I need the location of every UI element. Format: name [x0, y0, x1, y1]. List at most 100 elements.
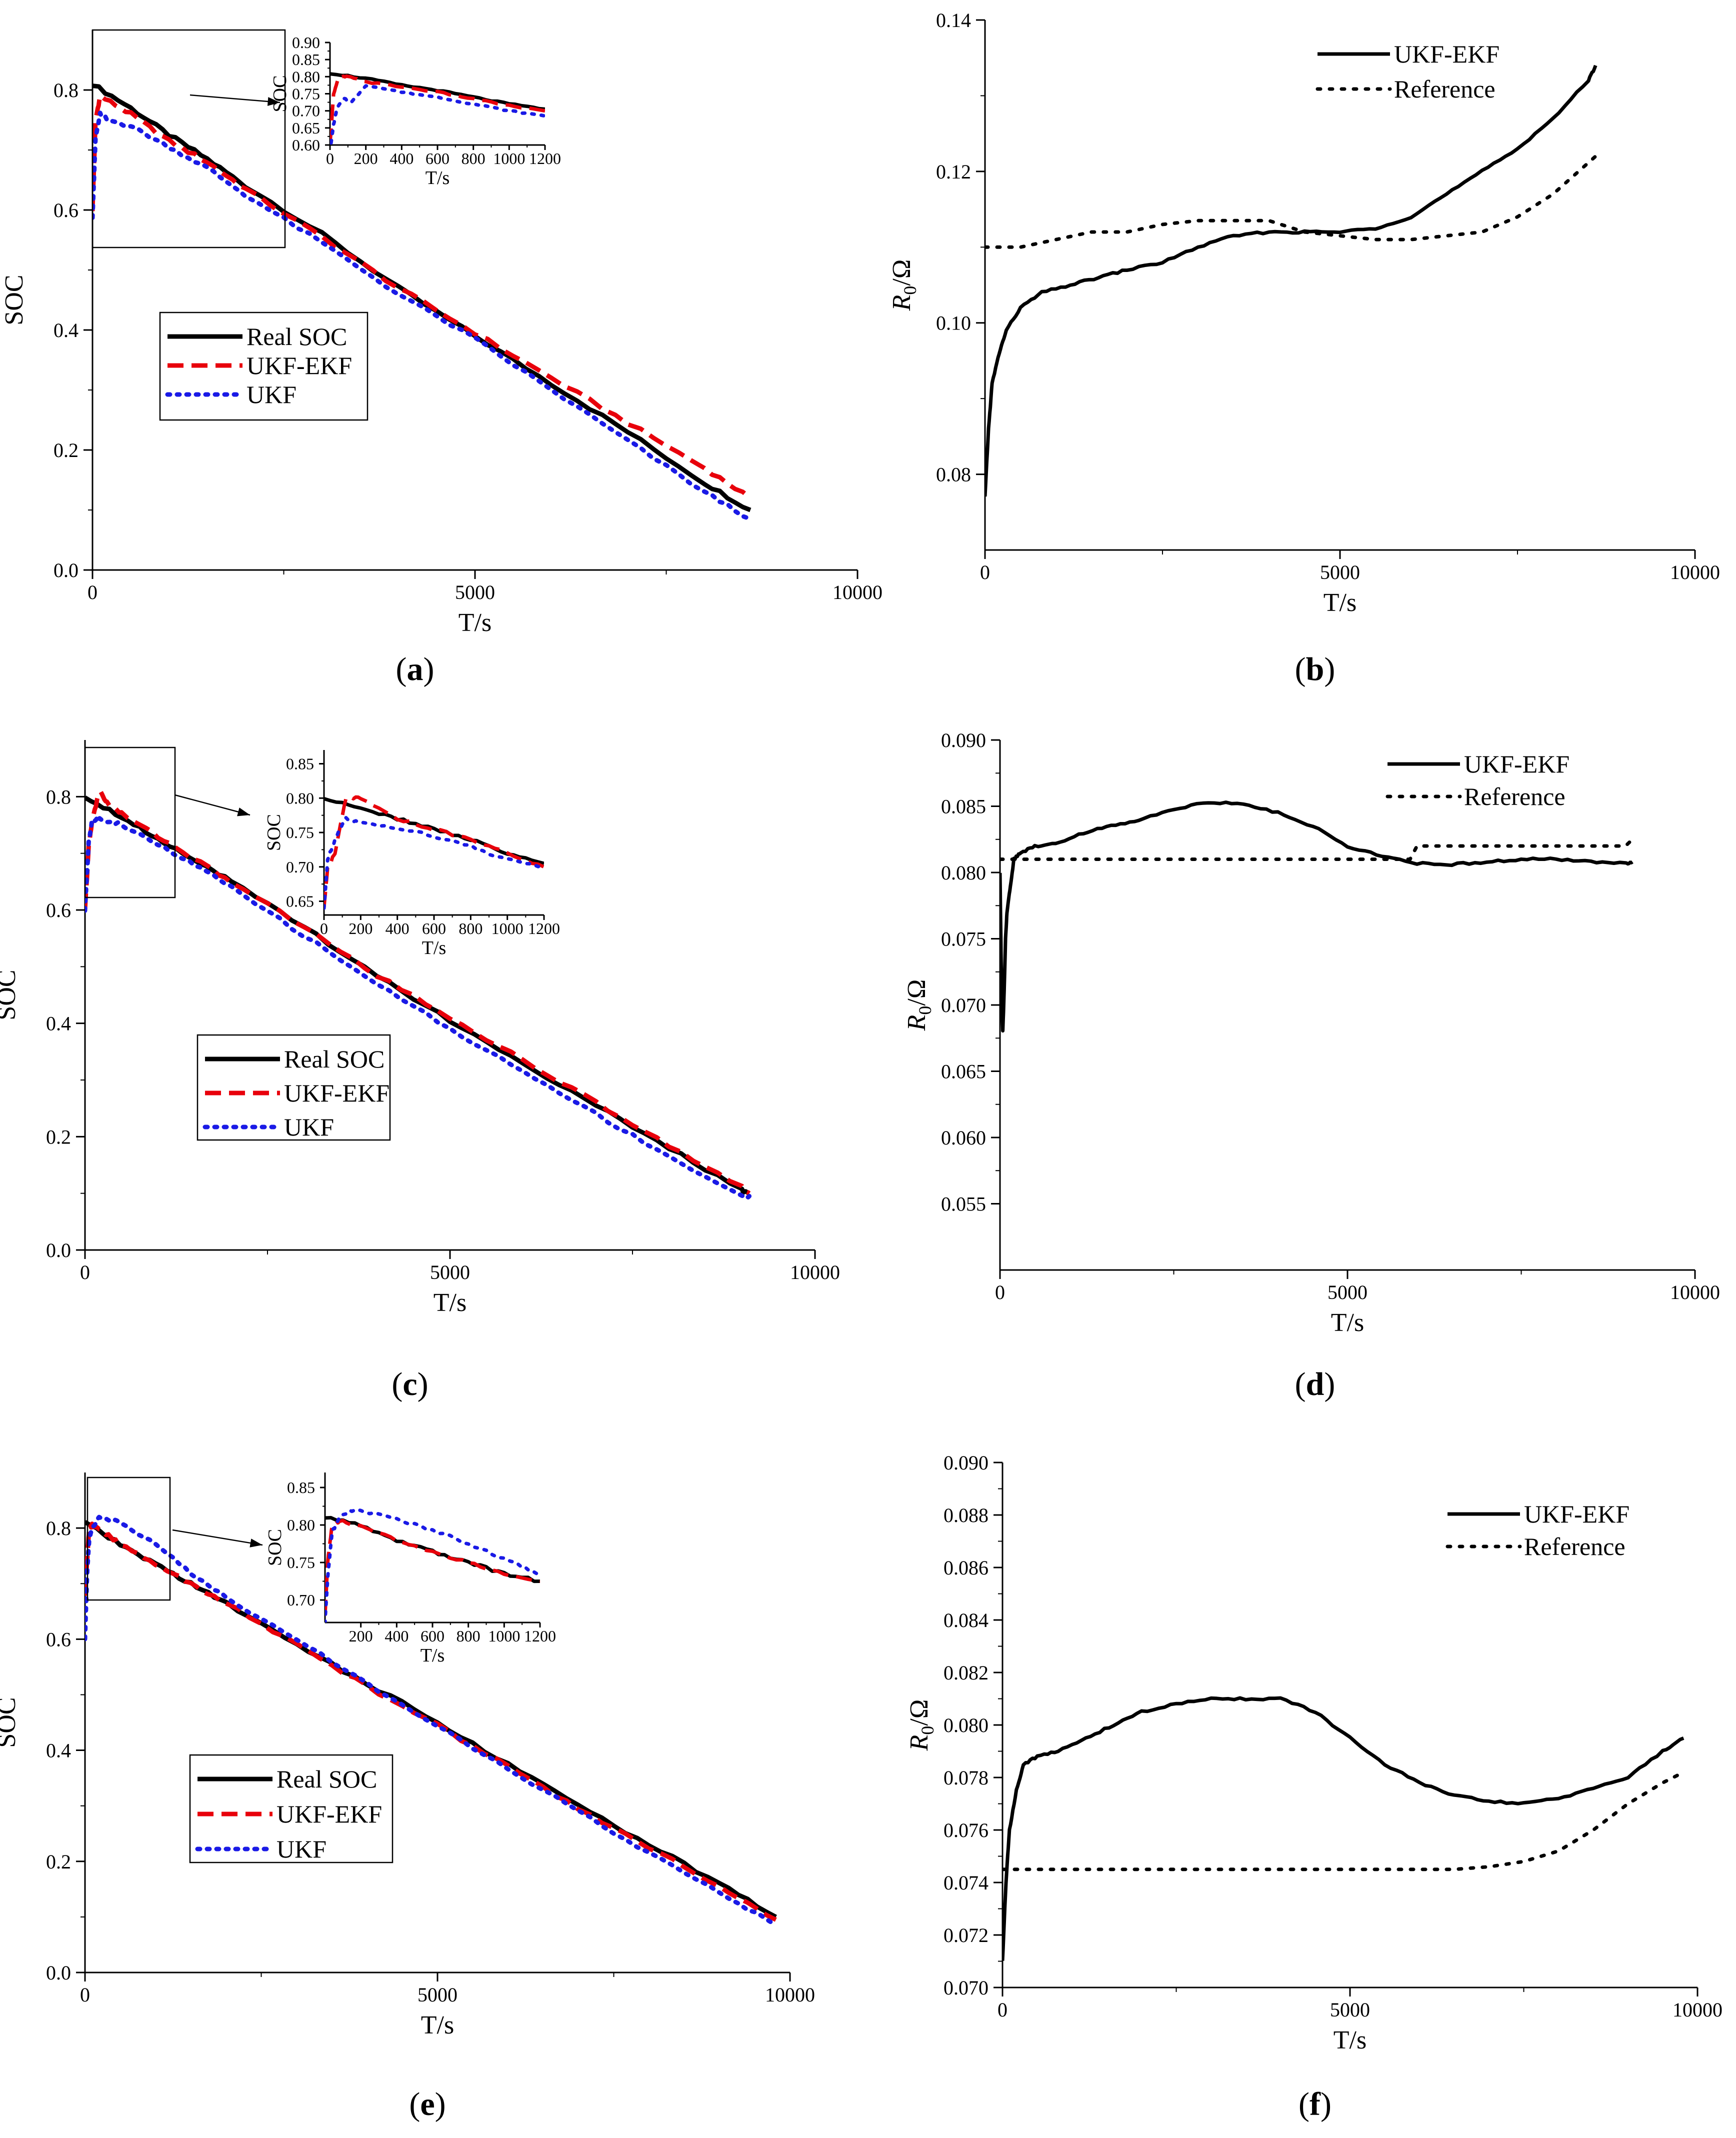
panel-c-zoom-arrow-head: [237, 808, 250, 816]
panel-b-y-axis-label: R0/Ω: [888, 260, 920, 312]
panel-e-inset-x-tick-label: 400: [384, 1627, 408, 1645]
panel-d-y-tick-label: 0.070: [941, 994, 986, 1016]
panel-f-legend-label: UKF-EKF: [1524, 1500, 1630, 1528]
panel-c-legend: Real SOC UKF-EKF UKF: [196, 1034, 391, 1141]
panel-a-inset-y-tick-label: 0.75: [292, 85, 320, 103]
panel-e-legend-box: [189, 1754, 394, 1864]
panel-e-inset-x-tick-label: 200: [349, 1627, 373, 1645]
panel-f-y-axis-label: R0/Ω: [905, 1700, 938, 1752]
panel-d-x-tick-label: 10000: [1670, 1281, 1720, 1304]
panel-f-series-ukf-ekf: [1002, 1696, 1684, 1961]
panel-a-zoom-arrow: [190, 94, 280, 104]
panel-e-inset-x-tick-label: 1000: [488, 1627, 520, 1645]
panel-b-x-tick-label: 0: [980, 561, 990, 584]
panel-e-y-tick-label: 0.0: [46, 1962, 71, 1984]
panel-c-inset-x-tick-label: 1000: [492, 920, 524, 938]
panel-c-legend-label: Real SOC: [284, 1045, 384, 1073]
panel-f-legend-label: Reference: [1524, 1532, 1626, 1560]
panel-d-y-tick-label: 0.065: [941, 1060, 986, 1083]
panel-c-inset: 0 200 400 600 800 1000 1200 0.65 0.70 0.75 0.80 0.8…: [84, 746, 560, 958]
panel-c-series-ukf-ekf: [85, 790, 751, 1196]
panel-b-series-ukf-ekf: [985, 64, 1598, 497]
panel-c-inset-x-label: T/s: [422, 938, 446, 958]
panel-e-caption-label: (e): [409, 2086, 446, 2122]
panel-a-inset-y-tick-label: 0.85: [292, 50, 320, 68]
panel-e-zoom-arrow-head: [250, 1538, 262, 1548]
panel-d-legend: UKF-EKF Reference: [1380, 740, 1570, 810]
panel-a-inset-x-tick-label: 0: [326, 150, 334, 168]
panel-f-legend-box: [1440, 1490, 1630, 1560]
panel-e-y-tick-label: 0.2: [46, 1850, 71, 1873]
panel-c-inset-y-tick-label: 0.85: [286, 755, 314, 773]
panel-a-inset-series-ukf-ekf: [330, 74, 545, 144]
panel-d-x-tick-label: 0: [995, 1281, 1005, 1304]
panel-c-zoom-arrow: [174, 794, 250, 816]
panel-c-y-tick-label: 0.2: [46, 1126, 71, 1148]
panel-a-inset-x-tick-label: 400: [390, 150, 414, 168]
panel-c-x-tick-label: 0: [80, 1261, 90, 1284]
panel-b-x-axis-label: T/s: [1324, 588, 1356, 617]
panel-c-inset-x-tick-label: 600: [422, 920, 446, 938]
panel-c-x-tick-label: 5000: [430, 1261, 470, 1284]
panel-d-legend-label: UKF-EKF: [1464, 750, 1570, 778]
panel-c-inset-x-tick-label: 400: [386, 920, 410, 938]
panel-a-zoom-box: [92, 29, 286, 248]
panel-b-y-tick-label: 0.10: [936, 312, 971, 334]
panel-f-y-tick-label: 0.078: [944, 1766, 988, 1789]
panel-c-y-axis-label: SOC: [0, 970, 21, 1020]
panel-a-inset-x-tick-label: 800: [462, 150, 486, 168]
panel-a-y-tick-label: 0.4: [54, 319, 78, 342]
panel-e-x-tick-label: 5000: [418, 1984, 458, 2006]
panel-d-x-axis-label: T/s: [1331, 1308, 1364, 1337]
panel-e-y-tick-label: 0.6: [46, 1628, 71, 1650]
panel-a-inset-x-tick-label: 600: [426, 150, 450, 168]
panel-f: 0 5000 10000 0.070 0.072 0.074 0.076 0.078 0.080…: [905, 1452, 1722, 2122]
panel-b-series-reference: [985, 154, 1598, 249]
panel-e-legend-label: UKF-EKF: [276, 1800, 382, 1828]
panel-e-inset-y-tick-label: 0.70: [287, 1591, 315, 1609]
panel-e-y-tick-label: 0.4: [46, 1740, 71, 1762]
panel-c-inset-x-tick-label: 200: [348, 920, 372, 938]
panel-d-legend-box: [1380, 740, 1570, 810]
panel-d-x-tick-label: 5000: [1328, 1281, 1368, 1304]
panel-d-legend-label: Reference: [1464, 782, 1566, 810]
panel-e-inset-y-label: SOC: [264, 1529, 286, 1566]
panel-c-inset-y-label: SOC: [264, 814, 284, 851]
panel-a-inset-y-tick-label: 0.60: [292, 136, 320, 154]
panel-e-inset-x-tick-label: 800: [456, 1627, 480, 1645]
panel-f-y-tick-label: 0.088: [944, 1504, 988, 1526]
panel-d-series-reference: [1000, 838, 1634, 861]
panel-b: 0 5000 10000 0.08 0.10 0.12 0.14 T/s R0/Ω UKF-EKF…: [888, 9, 1720, 688]
panel-c-legend-box: [196, 1034, 391, 1141]
panel-c-inset-y-tick-label: 0.75: [286, 824, 314, 842]
panel-a-inset-x-tick-label: 1000: [493, 150, 525, 168]
panel-b-legend-label: UKF-EKF: [1394, 40, 1500, 68]
panel-e-legend-label: Real SOC: [276, 1765, 377, 1793]
panel-d-y-axis-label: R0/Ω: [902, 980, 935, 1032]
panel-e-x-tick-label: 0: [80, 1984, 90, 2006]
panel-c-x-tick-label: 10000: [790, 1261, 840, 1284]
panel-c-inset-x-tick-label: 800: [458, 920, 482, 938]
panel-b-x-tick-label: 5000: [1320, 561, 1360, 584]
panel-c-series-ukf: [85, 816, 752, 1200]
panel-e-series-ukf-ekf: [85, 1522, 777, 1922]
panel-c-inset-x-tick-label: 0: [320, 920, 328, 938]
panel-d-y-tick-label: 0.055: [941, 1193, 986, 1216]
panel-b-legend-label: Reference: [1394, 75, 1496, 103]
panel-e-inset-y-tick-label: 0.80: [287, 1516, 315, 1534]
panel-f-y-tick-label: 0.082: [944, 1662, 988, 1684]
panel-b-legend: UKF-EKF Reference: [1310, 30, 1505, 103]
panel-a-y-tick-label: 0.2: [54, 439, 78, 462]
panel-a-legend-label: UKF: [246, 380, 296, 408]
panel-b-y-tick-label: 0.08: [936, 464, 971, 486]
panel-e-y-tick-label: 0.8: [46, 1517, 71, 1540]
panel-c-y-tick-label: 0.6: [46, 899, 71, 922]
panel-d-y-tick-label: 0.060: [941, 1126, 986, 1149]
panel-e-x-axis-label: T/s: [421, 2011, 454, 2040]
panel-a-inset-y-tick-label: 0.70: [292, 102, 320, 120]
panel-f-y-tick-label: 0.084: [944, 1609, 988, 1632]
panel-a-x-tick-label: 10000: [832, 581, 882, 604]
panel-c-legend-label: UKF-EKF: [284, 1079, 390, 1107]
panel-a-series-ukf-ekf: [92, 93, 752, 500]
